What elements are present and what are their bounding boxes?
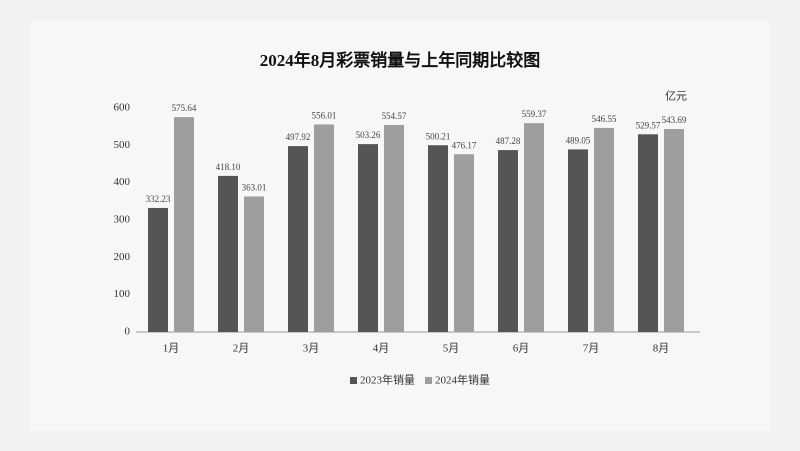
bar xyxy=(288,146,308,332)
bar xyxy=(664,129,684,332)
value-label: 497.92 xyxy=(286,132,311,142)
bar xyxy=(428,145,448,332)
y-tick-label: 100 xyxy=(114,288,131,300)
y-unit: 亿元 xyxy=(665,90,687,103)
bar xyxy=(638,134,658,332)
bar xyxy=(454,154,474,332)
x-tick-label: 5月 xyxy=(443,343,460,355)
value-label: 489.05 xyxy=(566,135,591,145)
bar xyxy=(384,124,404,332)
x-tick-label: 7月 xyxy=(583,343,600,355)
bar xyxy=(498,150,518,332)
x-tick-label: 3月 xyxy=(303,343,320,355)
y-tick-label: 600 xyxy=(114,102,131,114)
value-label: 500.21 xyxy=(426,131,451,141)
value-label: 487.28 xyxy=(496,136,521,146)
value-label: 556.01 xyxy=(312,110,337,120)
bar xyxy=(244,196,264,332)
value-label: 546.55 xyxy=(592,114,617,124)
x-tick-label: 6月 xyxy=(513,343,530,355)
value-label: 363.01 xyxy=(242,183,267,193)
bar xyxy=(314,124,334,332)
legend-label: 2023年销量 xyxy=(360,373,415,387)
y-tick-label: 400 xyxy=(114,176,131,188)
value-label: 418.10 xyxy=(216,162,241,172)
x-tick-label: 4月 xyxy=(373,343,390,355)
x-tick-label: 1月 xyxy=(163,343,180,355)
bar xyxy=(148,207,168,332)
value-label: 543.69 xyxy=(662,115,687,125)
bar xyxy=(524,123,544,332)
legend-label: 2024年销量 xyxy=(435,373,490,387)
value-label: 559.37 xyxy=(522,109,547,119)
bar xyxy=(568,149,588,332)
y-tick-label: 200 xyxy=(114,251,131,263)
bar xyxy=(174,117,194,333)
y-tick-label: 300 xyxy=(114,214,131,226)
value-label: 476.17 xyxy=(452,140,477,150)
chart-title: 2024年8月彩票销量与上年同期比较图 xyxy=(260,50,541,70)
legend-swatch xyxy=(425,377,432,384)
value-label: 529.57 xyxy=(636,120,661,130)
value-label: 332.23 xyxy=(146,194,171,204)
y-tick-label: 0 xyxy=(125,326,131,338)
value-label: 503.26 xyxy=(356,130,381,140)
value-label: 554.57 xyxy=(382,111,407,121)
value-label: 575.64 xyxy=(172,103,197,113)
bar xyxy=(358,144,378,332)
bar xyxy=(218,175,238,332)
legend-swatch xyxy=(350,377,357,384)
x-tick-label: 8月 xyxy=(653,343,670,355)
x-tick-label: 2月 xyxy=(233,343,250,355)
bar xyxy=(594,127,614,332)
y-tick-label: 500 xyxy=(114,139,131,151)
